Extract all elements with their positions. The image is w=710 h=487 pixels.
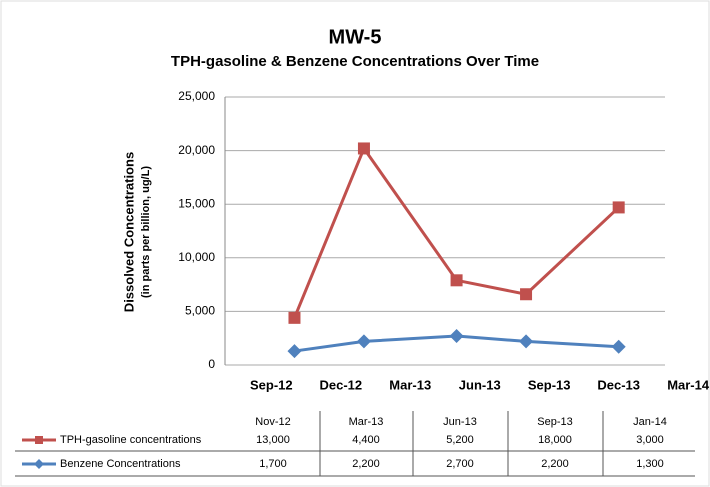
y-tick-label: 0 bbox=[208, 357, 215, 371]
y-tick-label: 10,000 bbox=[178, 250, 215, 264]
marker bbox=[356, 334, 371, 349]
table-cell: 1,300 bbox=[636, 458, 664, 470]
table-cell: 4,400 bbox=[352, 434, 380, 446]
marker bbox=[34, 459, 44, 469]
table-cell: 1,700 bbox=[259, 458, 287, 470]
y-axis-label: Dissolved Concentrations (in parts per b… bbox=[121, 152, 151, 312]
y-label-line: Dissolved Concentrations bbox=[121, 152, 136, 312]
table-cell: 2,700 bbox=[446, 458, 474, 470]
y-label-line: (in parts per billion, ug/L) bbox=[140, 166, 152, 298]
y-tick-label: 20,000 bbox=[178, 143, 215, 157]
y-tick-label: 5,000 bbox=[185, 304, 215, 318]
chart-title: MW-5 bbox=[329, 26, 382, 48]
marker bbox=[357, 142, 370, 155]
table-cell: 18,000 bbox=[538, 434, 572, 446]
x-tick-label: Sep-12 bbox=[250, 377, 293, 392]
table-cell: 3,000 bbox=[636, 434, 664, 446]
table-cell: 2,200 bbox=[352, 458, 380, 470]
y-tick-label: 25,000 bbox=[178, 89, 215, 103]
x-tick-label: Sep-13 bbox=[528, 377, 571, 392]
x-tick-label: Dec-12 bbox=[319, 377, 362, 392]
x-tick-label: Mar-13 bbox=[389, 377, 431, 392]
table-cell: 13,000 bbox=[256, 434, 290, 446]
marker bbox=[35, 436, 43, 444]
x-tick-label: Dec-13 bbox=[597, 377, 640, 392]
x-tick-label: Mar-14 bbox=[667, 377, 710, 392]
table-header: Jan-14 bbox=[633, 416, 667, 428]
table-cell: 2,200 bbox=[541, 458, 569, 470]
marker bbox=[450, 274, 463, 287]
marker bbox=[519, 334, 534, 349]
y-tick-label: 15,000 bbox=[178, 196, 215, 210]
table-header: Nov-12 bbox=[255, 416, 290, 428]
marker bbox=[287, 344, 302, 359]
legend-label: TPH-gasoline concentrations bbox=[60, 434, 202, 446]
chart-subtitle: TPH-gasoline & Benzene Concentrations Ov… bbox=[171, 53, 539, 70]
x-tick-label: Jun-13 bbox=[459, 377, 501, 392]
table-header: Sep-13 bbox=[537, 416, 572, 428]
table-header: Jun-13 bbox=[443, 416, 477, 428]
marker bbox=[449, 329, 464, 344]
marker bbox=[288, 311, 301, 324]
marker bbox=[612, 201, 625, 214]
marker bbox=[611, 339, 626, 354]
table-header: Mar-13 bbox=[349, 416, 384, 428]
table-cell: 5,200 bbox=[446, 434, 474, 446]
legend-label: Benzene Concentrations bbox=[60, 458, 181, 470]
marker bbox=[520, 288, 533, 301]
